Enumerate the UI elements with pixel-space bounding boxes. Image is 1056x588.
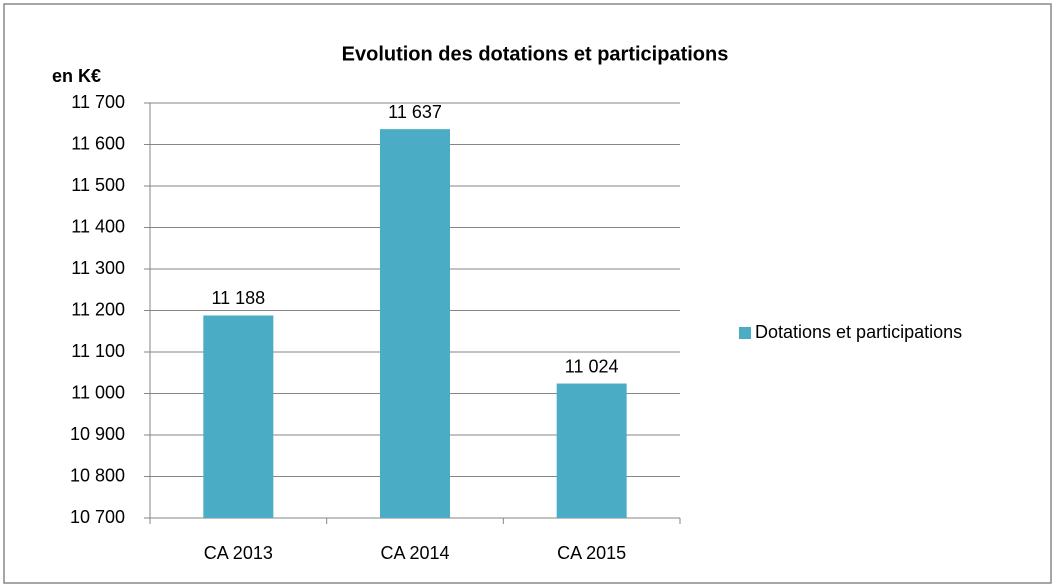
y-tick-label: 11 500 <box>71 175 125 195</box>
legend-swatch <box>739 327 751 339</box>
y-tick-label: 11 100 <box>71 341 125 361</box>
y-tick-label: 10 700 <box>70 507 125 527</box>
x-tick-label: CA 2014 <box>380 543 449 563</box>
chart-title: Evolution des dotations et participation… <box>342 43 729 65</box>
data-label: 11 637 <box>388 102 442 122</box>
y-tick-label: 10 800 <box>70 465 125 485</box>
y-tick-label: 11 700 <box>71 92 125 112</box>
data-label: 11 024 <box>565 356 619 376</box>
x-tick-label: CA 2013 <box>204 543 273 563</box>
legend-label: Dotations et participations <box>755 322 962 342</box>
y-tick-label: 10 900 <box>70 424 125 444</box>
y-tick-label: 11 400 <box>71 216 125 236</box>
bar <box>203 315 274 518</box>
bar <box>556 383 627 518</box>
data-label: 11 188 <box>211 288 265 308</box>
chart-border <box>3 3 1052 584</box>
y-tick-label: 11 000 <box>71 382 125 402</box>
y-tick-label: 11 200 <box>71 299 125 319</box>
y-tick-label: 11 300 <box>71 258 125 278</box>
y-axis-label: en K€ <box>52 66 101 86</box>
bar <box>380 129 450 518</box>
x-tick-label: CA 2015 <box>557 543 626 563</box>
y-tick-label: 11 600 <box>71 133 125 153</box>
